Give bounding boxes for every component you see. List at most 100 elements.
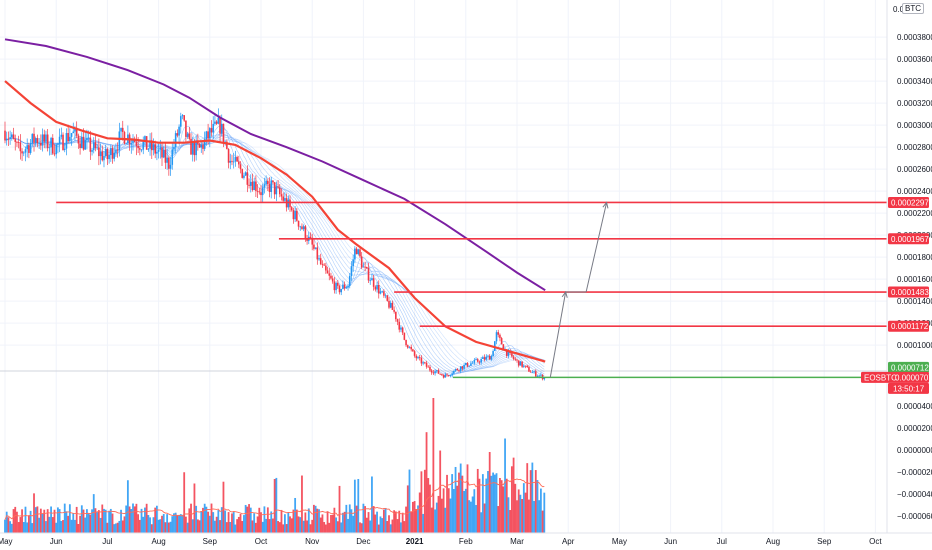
volume-bar (321, 514, 324, 533)
volume-bar (355, 505, 358, 533)
volume-bar (521, 499, 524, 533)
volume-bar (336, 521, 339, 533)
volume-bar (97, 510, 100, 533)
volume-bar (126, 480, 129, 533)
time-axis[interactable]: May Jun Jul Aug Sep Oct Nov Dec 2021 Feb Mar Apr May… (0, 537, 882, 546)
volume-bar (468, 500, 471, 533)
time-tick-label: Nov (305, 537, 319, 546)
volume-bar (162, 513, 165, 533)
volume-bar (459, 463, 462, 533)
candle-body (362, 266, 365, 268)
volume-bar (91, 509, 93, 533)
volume-bar (144, 507, 146, 533)
candle-body (350, 266, 353, 277)
candle-body (355, 248, 358, 255)
volume-bar (115, 523, 117, 533)
candle-body (50, 137, 52, 148)
volume-bar (314, 505, 317, 533)
volume-bar (9, 521, 12, 533)
candle-body (239, 164, 242, 170)
candle-body (272, 180, 274, 183)
candle-body (220, 123, 223, 134)
candle-body (14, 138, 17, 142)
candle-body (70, 133, 73, 137)
time-tick-label: Mar (510, 537, 524, 546)
candle-body (294, 210, 296, 220)
volume-bar (480, 512, 483, 533)
candle-body (517, 360, 520, 366)
volume-bar (57, 507, 59, 533)
candle-body (171, 149, 174, 165)
countdown-tag: 13:50:17 (893, 384, 925, 393)
candle-body (367, 268, 370, 281)
volume-bar (39, 508, 42, 533)
volume-bar (475, 504, 477, 533)
candle-body (328, 273, 331, 276)
volume-bar (495, 473, 498, 533)
volume-bar (256, 516, 259, 533)
candle-body (159, 147, 162, 150)
volume-bar (451, 474, 454, 533)
volume-bar (430, 507, 433, 533)
volume-bar (237, 516, 240, 533)
volume-bar (43, 509, 46, 533)
candle-body (164, 149, 167, 163)
candle-body (79, 143, 81, 149)
volume-bar (388, 515, 390, 533)
candle-body (534, 371, 537, 377)
volume-bar (371, 476, 373, 533)
countdown-tag-bg (888, 382, 929, 394)
volume-bar (275, 477, 278, 533)
candle-body (178, 126, 180, 136)
candle-body (357, 249, 360, 255)
candle-body (7, 138, 10, 140)
projection-segment (549, 291, 567, 378)
candle-body (529, 371, 532, 373)
volume-bar (188, 508, 191, 533)
candle-body (319, 258, 322, 265)
volume-bar (415, 509, 418, 533)
candle-body (115, 149, 117, 153)
volume-bar (539, 488, 542, 533)
candle-body (9, 137, 11, 139)
volume-bar (31, 523, 34, 533)
candle-body (176, 133, 179, 136)
candle-body (186, 133, 189, 137)
time-tick-label: Oct (255, 537, 268, 546)
candle-body (57, 143, 59, 145)
candle-body (311, 238, 313, 245)
volume-bar (137, 514, 140, 533)
candle-body (444, 374, 447, 378)
volume-bar (382, 509, 385, 533)
volume-bar (444, 507, 447, 533)
candle-body (434, 371, 436, 374)
volume-bar (406, 485, 409, 533)
volume-bar (423, 469, 426, 533)
candle-body (345, 287, 348, 289)
volume-bar (282, 524, 285, 533)
candle-body (130, 143, 133, 145)
volume-bar (173, 513, 175, 533)
candle-body (26, 145, 28, 150)
candle-body (275, 186, 278, 195)
volume-bar (113, 524, 116, 533)
drawings[interactable] (56, 201, 887, 379)
price-tick-label: 0.0003400 (897, 77, 932, 86)
volume-bar (260, 512, 262, 533)
currency-button[interactable]: BTC (902, 3, 924, 14)
volume-bar (318, 509, 320, 533)
price-axis[interactable]: 0.0003800 0.0003600 0.0003400 0.0003200 0.00… (897, 33, 932, 350)
volume-layer (4, 398, 546, 533)
volume-bar (435, 502, 438, 533)
candle-body (249, 181, 252, 186)
volume-bar (377, 524, 380, 533)
volume-bar (219, 520, 221, 533)
candle-body (229, 160, 232, 163)
ribbon-line (4, 133, 545, 371)
candle-body (202, 144, 204, 149)
volume-bar (14, 506, 17, 533)
candle-body (403, 332, 406, 340)
time-tick-label: Aug (151, 537, 165, 546)
volume-bar (347, 518, 349, 533)
